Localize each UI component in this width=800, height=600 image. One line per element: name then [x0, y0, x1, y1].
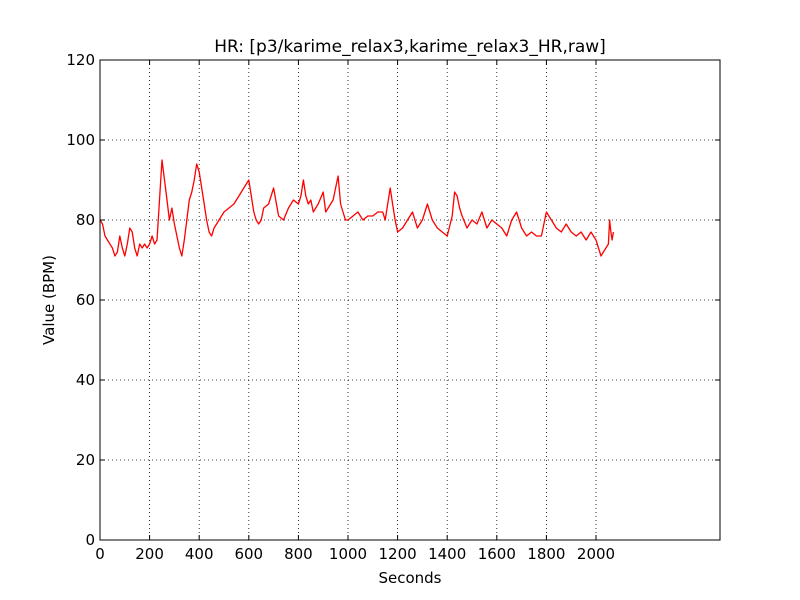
- y-tick-label: 120: [66, 51, 95, 69]
- series-line: [99, 159, 615, 257]
- x-axis-label: Seconds: [378, 569, 441, 587]
- y-tick-label: 20: [76, 451, 95, 469]
- y-tick-label: 40: [76, 371, 95, 389]
- x-tick-label: 400: [185, 545, 214, 563]
- y-tick-label: 80: [76, 211, 95, 229]
- y-tick-label: 100: [66, 131, 95, 149]
- series-layer: [99, 159, 615, 257]
- chart-title: HR: [p3/karime_relax3,karime_relax3_HR,r…: [214, 37, 606, 57]
- x-tick-label: 1800: [527, 545, 565, 563]
- x-tick-label: 1000: [329, 545, 367, 563]
- y-axis-label: Value (BPM): [40, 255, 58, 345]
- x-tick-label: 800: [284, 545, 313, 563]
- x-tick-label: 600: [234, 545, 263, 563]
- y-tick-label: 0: [85, 531, 95, 549]
- y-tick-label: 60: [76, 291, 95, 309]
- ticks: 0 200 400 600 800 1000 1200 1400 1600 1800 2000 0 20…: [66, 51, 720, 563]
- x-tick-label: 1400: [428, 545, 466, 563]
- x-tick-label: 1600: [478, 545, 516, 563]
- x-tick-label: 0: [95, 545, 105, 563]
- x-tick-label: 200: [135, 545, 164, 563]
- x-tick-label: 2000: [577, 545, 615, 563]
- x-tick-label: 1200: [379, 545, 417, 563]
